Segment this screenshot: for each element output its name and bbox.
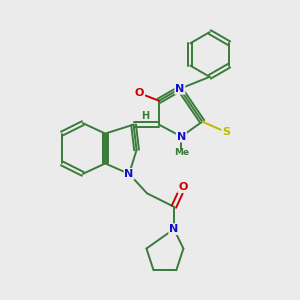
Text: H: H (141, 111, 149, 121)
Text: S: S (222, 127, 230, 137)
Text: N: N (124, 169, 134, 179)
Text: N: N (177, 132, 186, 142)
Text: O: O (178, 182, 188, 192)
Text: O: O (135, 88, 144, 98)
Text: N: N (169, 224, 178, 234)
Text: N: N (175, 84, 184, 94)
Text: Me: Me (174, 148, 189, 158)
